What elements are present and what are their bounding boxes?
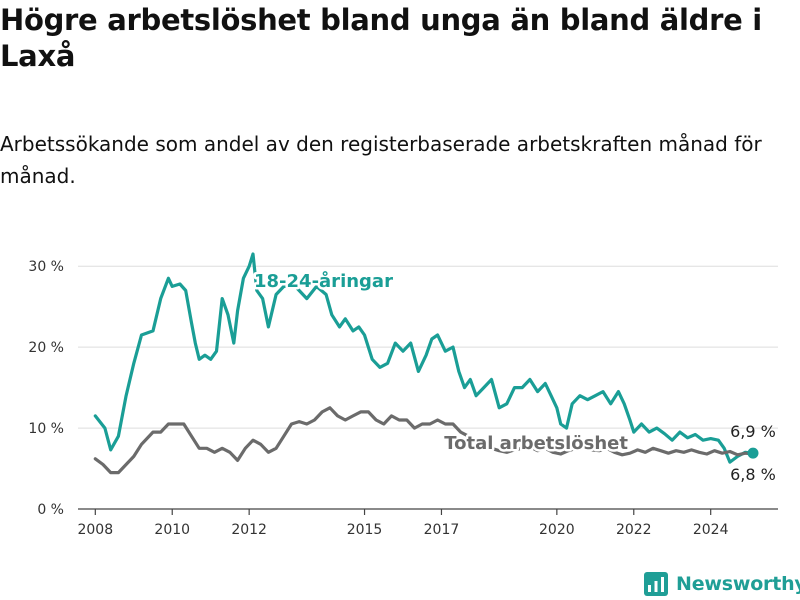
x-tick-label: 2024 bbox=[693, 522, 729, 538]
chart-subtitle: Arbetssökande som andel av den registerb… bbox=[0, 132, 762, 188]
y-tick-label: 20 % bbox=[28, 340, 64, 356]
y-tick-label: 0 % bbox=[37, 502, 64, 518]
x-tick-label: 2022 bbox=[616, 522, 652, 538]
y-tick-label: 10 % bbox=[28, 421, 64, 437]
y-tick-label: 30 % bbox=[28, 259, 64, 275]
series-label-18-24: 18-24-åringar bbox=[254, 270, 393, 292]
x-tick-label: 2010 bbox=[154, 522, 190, 538]
series-line-18-24 bbox=[93, 252, 755, 464]
series-labels: 6,9 % 6,8 % 18-24-åringar Total arbetslöshe… bbox=[252, 268, 776, 484]
gridlines bbox=[78, 265, 778, 510]
x-tick-label: 2017 bbox=[424, 522, 460, 538]
end-point-marker bbox=[747, 447, 759, 459]
end-value-label-total: 6,8 % bbox=[730, 465, 776, 484]
x-tick-label: 2012 bbox=[231, 522, 267, 538]
newsworthy-logo-icon bbox=[644, 572, 668, 596]
brand-name: Newsworthy bbox=[676, 573, 800, 595]
series-line-total bbox=[93, 406, 755, 475]
series-label-total: Total arbetslöshet bbox=[444, 433, 628, 454]
x-tick-label: 2015 bbox=[347, 522, 383, 538]
chart-title: Högre arbetslöshet bland unga än bland ä… bbox=[0, 3, 762, 73]
axes: 0 % 10 % 20 % 30 % 2008 2010 2012 2015 2017 2020 2… bbox=[28, 259, 728, 538]
x-tick-label: 2020 bbox=[539, 522, 575, 538]
newsworthy-brand[interactable]: Newsworthy bbox=[644, 569, 800, 599]
series-lines bbox=[93, 252, 759, 475]
end-value-label-18-24: 6,9 % bbox=[730, 422, 776, 441]
x-tick-label: 2008 bbox=[77, 522, 113, 538]
